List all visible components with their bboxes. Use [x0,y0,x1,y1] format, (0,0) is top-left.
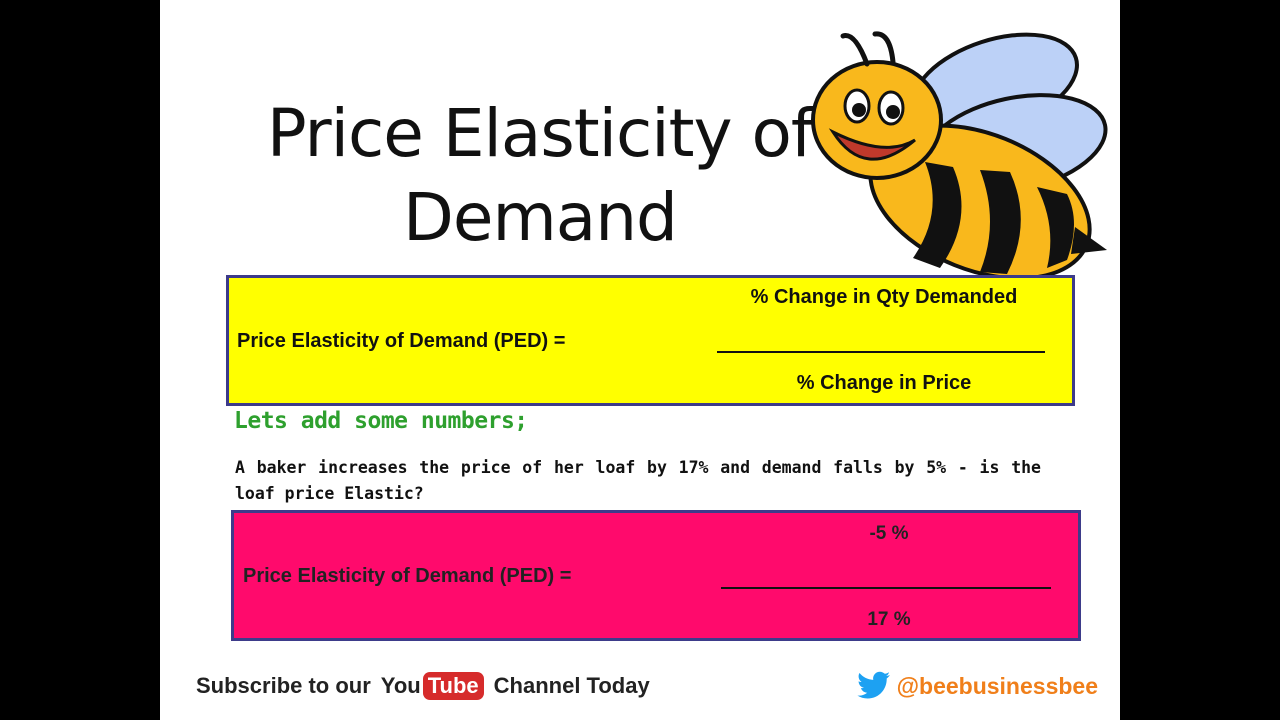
subscribe-prefix: Subscribe to our [196,673,371,698]
ped-example-denominator: 17 % [867,609,911,630]
twitter-handle: @beebusinessbee [896,672,1098,699]
example-heading: Lets add some numbers; [234,408,528,434]
ped-label: Price Elasticity of Demand (PED) = [237,330,566,352]
bee-mascot-image [811,31,1108,281]
example-question: A baker increases the price of her loaf … [235,458,1041,503]
fraction-bar [721,587,1051,589]
ped-numerator: % Change in Qty Demanded [750,286,1018,308]
ped-example-box: Price Elasticity of Demand (PED) = -5 % … [231,510,1081,641]
bee-pupil-left [852,103,866,117]
slide: Price Elasticity of Demand Price Elastic… [160,0,1120,720]
ped-formula-box: Price Elasticity of Demand (PED) = % Cha… [226,275,1075,406]
twitter-handle-link[interactable]: @beebusinessbee [856,668,1098,704]
subscribe-suffix: Channel Today [493,673,650,698]
bee-antenna-left [840,33,870,67]
bee-head [811,60,943,180]
bee-pupil-right [886,105,900,119]
bee-stripe-1 [913,162,962,268]
title-line-1: Price Elasticity of [266,95,814,172]
slide-title: Price Elasticity of Demand [160,92,920,260]
youtube-logo-you: You [380,673,421,698]
bee-stinger [1071,227,1107,254]
ped-denominator: % Change in Price [796,372,972,394]
title-line-2: Demand [403,179,678,256]
youtube-logo-tube: Tube [422,672,484,700]
bee-antenna-right [872,31,896,65]
youtube-logo-icon[interactable]: You Tube [381,672,484,700]
twitter-bird-icon [856,671,890,699]
subscribe-banner: Subscribe to our You Tube Channel Today [196,668,650,704]
ped-example-label: Price Elasticity of Demand (PED) = [243,565,572,587]
bee-stripe-2 [980,170,1021,274]
bee-stripe-3 [1037,187,1074,268]
bee-mouth [828,128,916,161]
fraction-bar [717,351,1045,353]
ped-example-numerator: -5 % [869,523,909,544]
